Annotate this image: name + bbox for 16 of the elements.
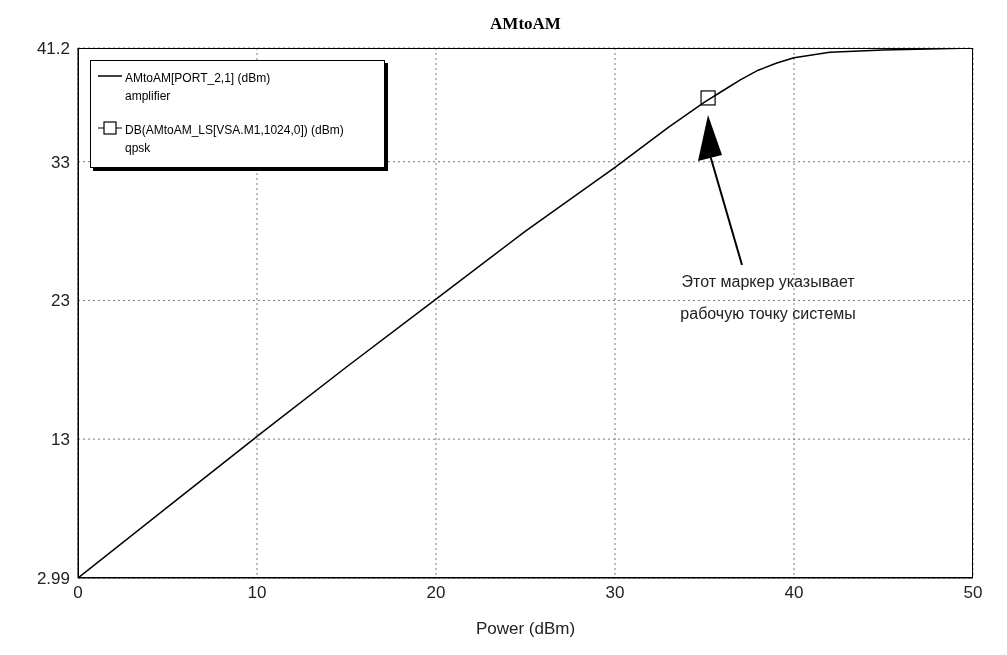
x-axis-title: Power (dBm) (475, 619, 576, 638)
chart-title: AMtoAM (489, 14, 562, 34)
legend-label: DB(AMtoAM_LS[VSA.M1,1024,0]) (dBm) qpsk (125, 122, 344, 157)
x-tick-label: 40 (784, 583, 804, 603)
x-tick-label: 20 (426, 583, 446, 603)
x-tick-label: 50 (963, 583, 983, 603)
y-tick-label: 13 (51, 430, 70, 450)
x-tick-label: 10 (247, 583, 267, 603)
y-tick-label: 33 (51, 152, 70, 172)
x-tick-label: 30 (605, 583, 625, 603)
y-tick-label: 41.2 (36, 39, 70, 59)
x-tick-label: 0 (73, 583, 83, 603)
y-tick-label: 23 (51, 291, 70, 311)
annotation: Этот маркер указывает рабочую точку системы (679, 272, 857, 324)
y-tick-label: 2.99 (36, 569, 70, 589)
legend-label: AMtoAM[PORT_2,1] (dBm) amplifier (125, 70, 271, 105)
